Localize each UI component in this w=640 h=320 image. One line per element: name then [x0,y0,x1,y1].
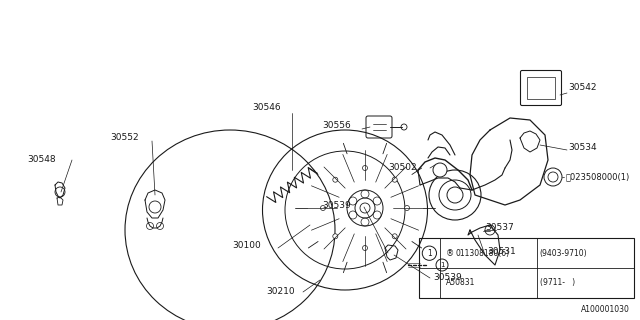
Circle shape [392,234,397,239]
Text: 30548: 30548 [27,156,56,164]
Text: A50831: A50831 [445,278,475,287]
Text: ®: ® [445,249,454,258]
Circle shape [392,177,397,182]
Text: (9711-   ): (9711- ) [540,278,575,287]
Circle shape [433,163,447,177]
Circle shape [436,259,448,271]
Circle shape [362,245,367,251]
Circle shape [333,234,338,239]
Bar [527,77,555,99]
Text: 30556: 30556 [322,122,351,131]
Text: 011308180(6): 011308180(6) [456,249,509,258]
Text: 30534: 30534 [568,143,596,153]
Circle shape [485,225,495,235]
Circle shape [321,205,326,211]
Text: 30537: 30537 [485,223,514,233]
Circle shape [333,177,338,182]
Text: 30542: 30542 [568,84,596,92]
Text: 30552: 30552 [110,133,139,142]
Text: 30539: 30539 [322,201,351,210]
Text: 30539: 30539 [433,273,461,282]
Text: 30502: 30502 [388,164,417,172]
Text: (9403-9710): (9403-9710) [540,249,588,258]
Circle shape [404,205,410,211]
Text: 1: 1 [440,262,444,268]
Text: A100001030: A100001030 [581,306,630,315]
Text: 30546: 30546 [252,103,280,113]
Text: 30210: 30210 [266,287,294,297]
Text: 30100: 30100 [232,242,260,251]
Text: Ⓝ023508000(1): Ⓝ023508000(1) [566,172,630,181]
Bar [419,238,634,298]
Circle shape [362,165,367,171]
Text: 30531: 30531 [487,247,516,257]
Text: 1: 1 [427,249,432,258]
Circle shape [360,203,370,213]
